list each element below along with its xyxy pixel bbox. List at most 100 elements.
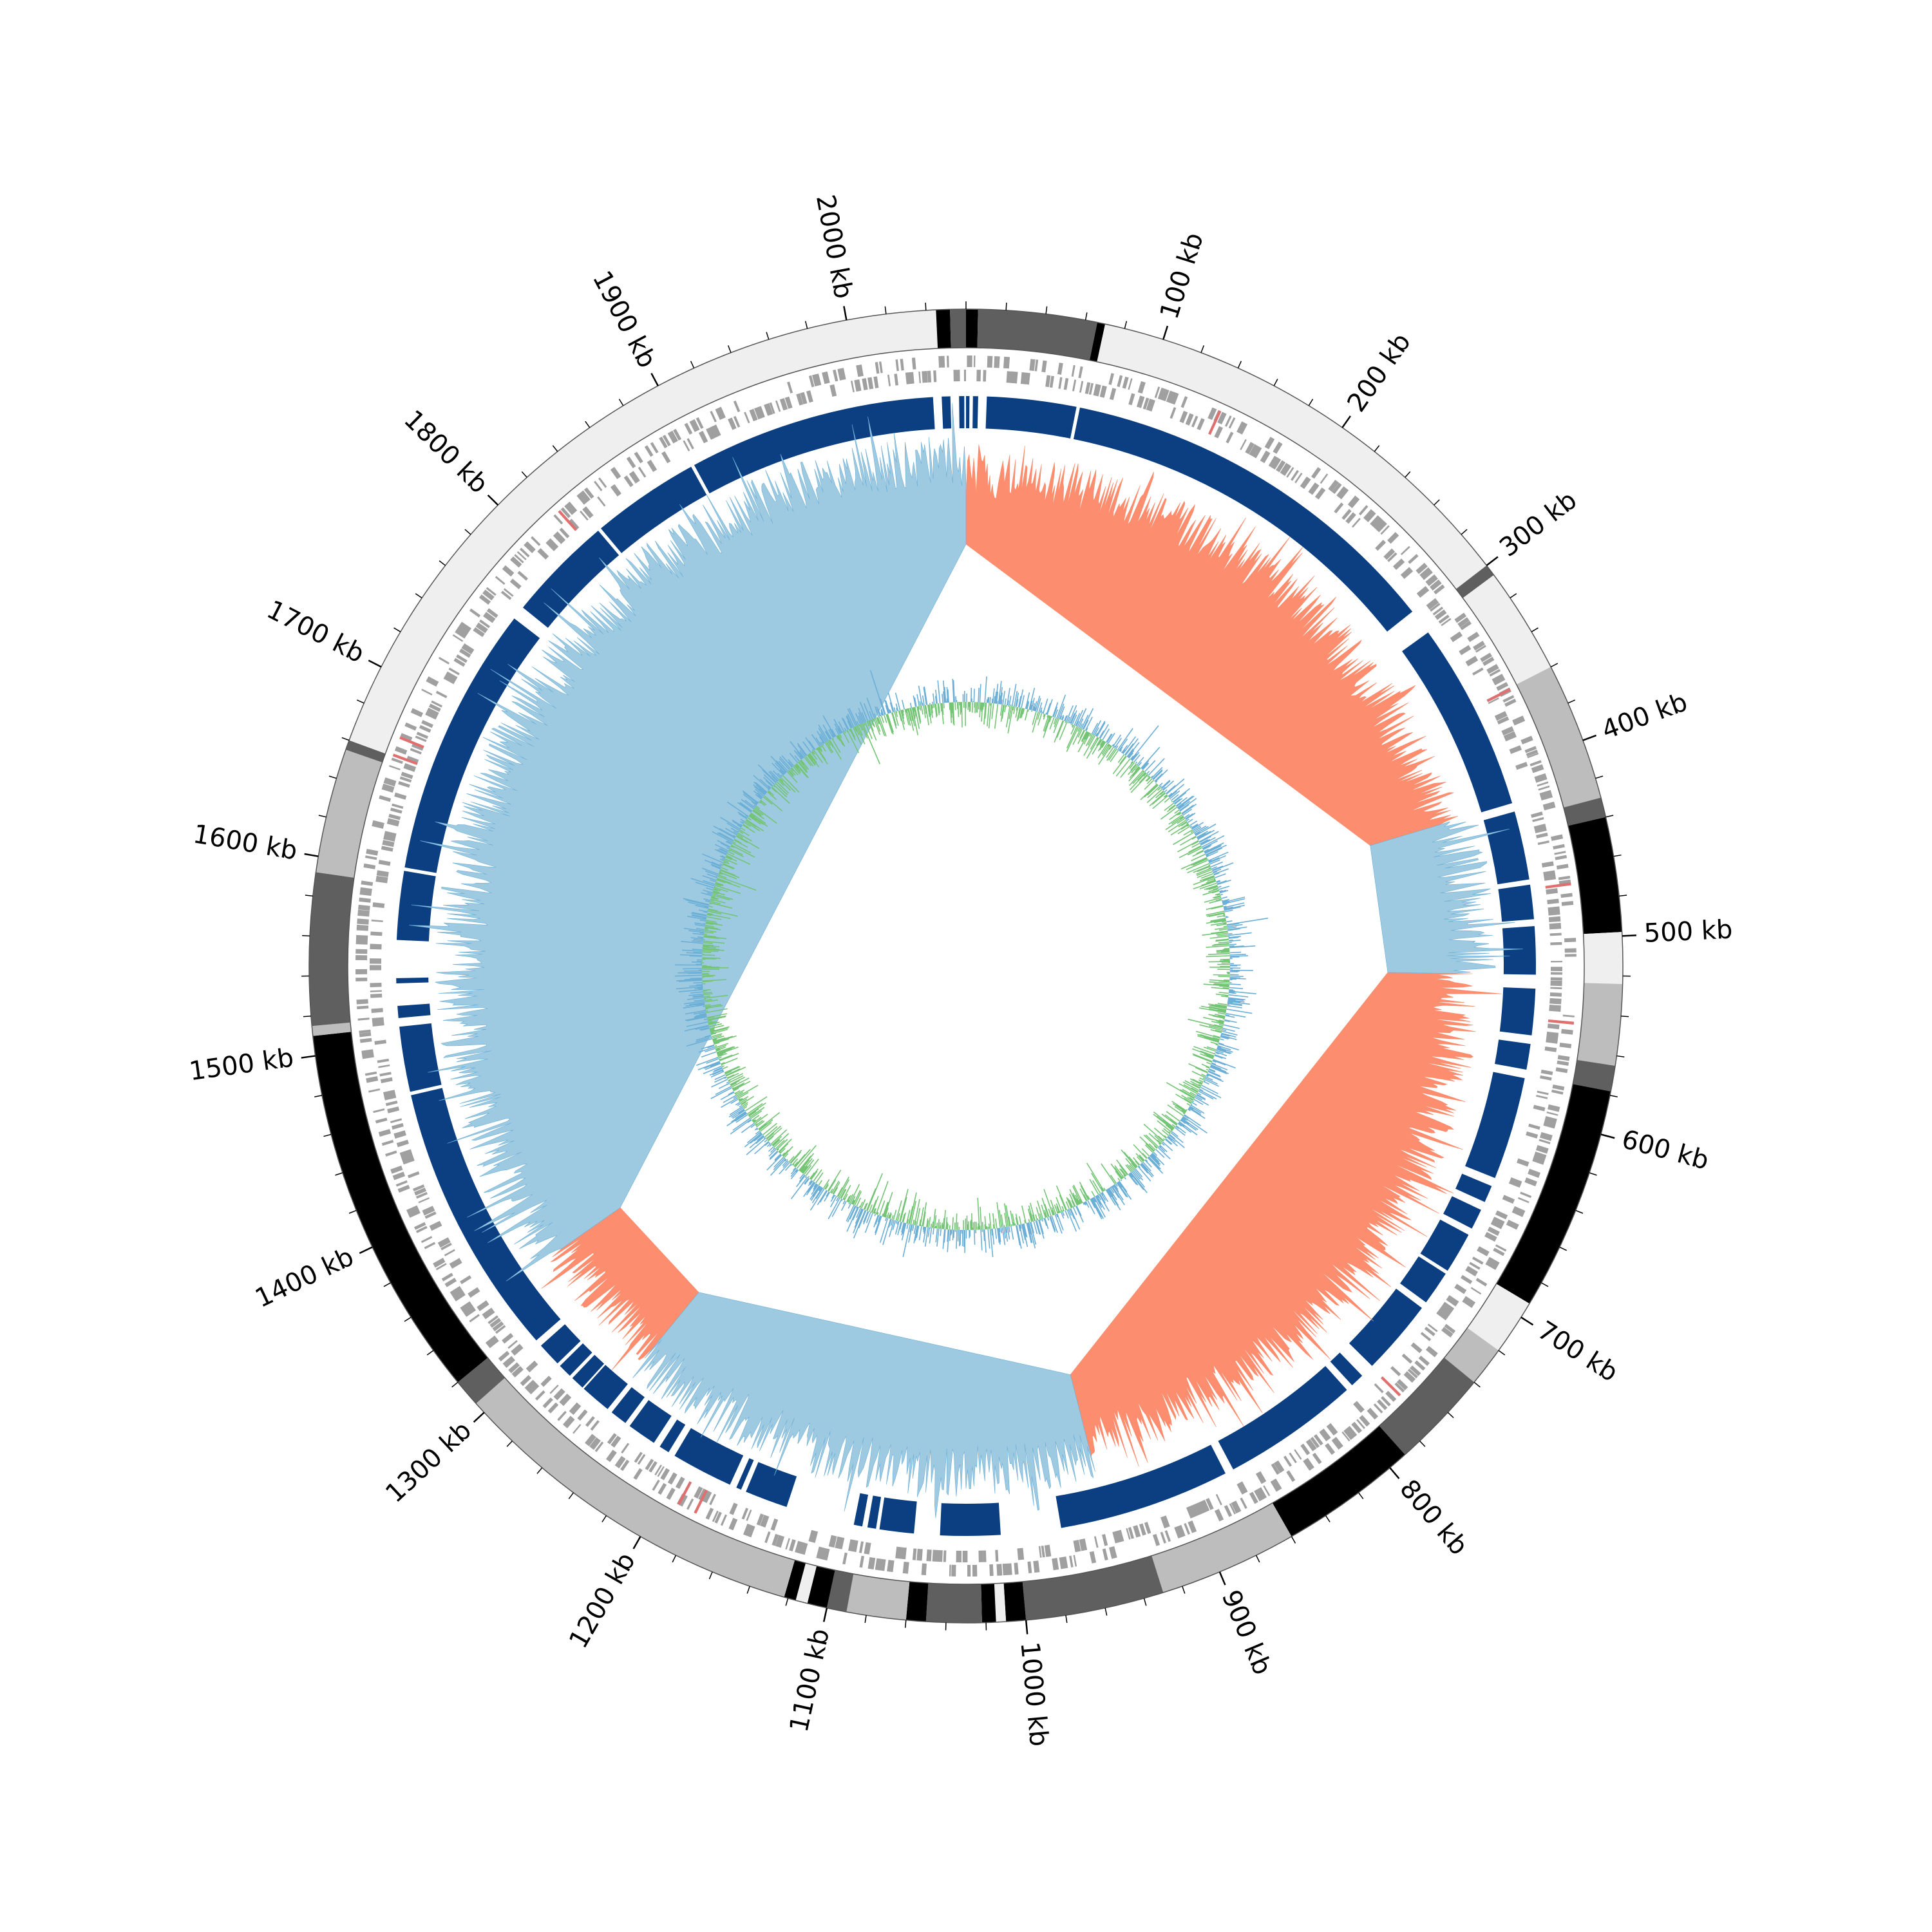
ideogram-band xyxy=(981,1584,996,1623)
contig-block xyxy=(1218,1366,1347,1470)
minor-tick xyxy=(1605,815,1614,818)
contig-block xyxy=(736,1458,754,1490)
major-tick xyxy=(1389,1467,1400,1479)
minor-tick xyxy=(1613,854,1622,857)
minor-tick xyxy=(1255,1555,1260,1563)
contig-block xyxy=(942,396,952,429)
tick-label: 1000 kb xyxy=(1014,1640,1054,1748)
minor-tick xyxy=(568,1492,574,1499)
contig-block xyxy=(397,1003,431,1018)
ideogram-band xyxy=(1583,932,1624,984)
ideogram-band xyxy=(1577,983,1623,1066)
minor-tick xyxy=(328,775,337,779)
contig-block xyxy=(522,530,620,628)
tick-label: 1500 kb xyxy=(187,1043,296,1086)
tick-label: 1800 kb xyxy=(398,404,493,499)
minor-tick xyxy=(1575,1209,1584,1214)
tick-label: 2000 kb xyxy=(810,193,858,301)
ideogram-band xyxy=(807,1566,835,1608)
minor-tick xyxy=(1589,1172,1597,1176)
minor-tick xyxy=(804,321,808,329)
ideogram-band xyxy=(925,1583,982,1624)
contig-block xyxy=(404,618,540,873)
minor-tick xyxy=(314,1095,323,1097)
minor-tick xyxy=(393,627,401,632)
contig-block xyxy=(966,396,970,429)
contig-block xyxy=(694,397,935,494)
major-tick xyxy=(1486,556,1499,567)
tick-label: 600 kb xyxy=(1618,1124,1712,1176)
minor-tick xyxy=(1461,529,1468,535)
tick-label: 400 kb xyxy=(1598,687,1691,745)
minor-tick xyxy=(1084,312,1088,321)
minor-tick xyxy=(506,1441,513,1447)
ideogram-band xyxy=(1567,817,1622,934)
ideogram-band xyxy=(1455,565,1494,598)
ideogram-band xyxy=(994,1583,1007,1622)
minor-tick xyxy=(1182,1586,1186,1594)
tick-label: 300 kb xyxy=(1494,486,1582,563)
major-tick xyxy=(1582,734,1596,741)
contig-block xyxy=(1495,1039,1531,1070)
minor-tick xyxy=(335,1172,343,1176)
tick-label: 1600 kb xyxy=(191,819,299,866)
minor-tick xyxy=(1200,345,1205,353)
minor-tick xyxy=(1616,1055,1625,1057)
tick-label: 1400 kb xyxy=(251,1242,358,1314)
gc-content-below xyxy=(701,701,1231,1231)
contig-block xyxy=(1443,1196,1481,1229)
contig-block xyxy=(1330,1352,1363,1386)
ideogram-band xyxy=(1463,574,1551,685)
ideogram-band xyxy=(345,740,386,762)
minor-tick xyxy=(618,399,624,406)
tick-label: 800 kb xyxy=(1394,1474,1473,1561)
minor-tick xyxy=(708,1571,713,1580)
major-tick xyxy=(473,1412,485,1423)
contig-block xyxy=(867,1495,882,1529)
minor-tick xyxy=(727,345,732,353)
contig-block xyxy=(1498,884,1534,922)
contig-block xyxy=(1056,1444,1226,1528)
gc-skew-positive xyxy=(541,444,1502,1467)
ideogram-band xyxy=(1379,1358,1475,1455)
contig-block xyxy=(879,1497,917,1534)
minor-tick xyxy=(356,699,365,704)
ideogram-band xyxy=(936,309,951,348)
minor-tick xyxy=(766,332,770,340)
gc-skew-track xyxy=(409,403,1524,1519)
ideogram-band xyxy=(950,309,966,348)
tick-label: 1900 kb xyxy=(587,266,662,373)
minor-tick xyxy=(1405,471,1411,478)
ideogram-band xyxy=(312,1032,488,1383)
minor-tick xyxy=(318,815,327,818)
ideogram-band xyxy=(846,1573,910,1620)
tick-label: 100 kb xyxy=(1155,229,1209,323)
minor-tick xyxy=(1559,1246,1567,1251)
minor-tick xyxy=(1104,1607,1108,1616)
contig-block xyxy=(399,1023,442,1092)
tick-label: 1700 kb xyxy=(262,595,369,669)
major-tick xyxy=(632,1536,641,1549)
ideogram-band xyxy=(1573,1059,1616,1092)
minor-tick xyxy=(1358,1492,1364,1499)
contig-block xyxy=(611,1387,645,1423)
major-tick xyxy=(1600,1133,1615,1139)
major-tick xyxy=(1341,415,1351,428)
tick-label: 1300 kb xyxy=(380,1416,477,1509)
minor-tick xyxy=(672,1555,677,1563)
ideogram-band xyxy=(784,1560,806,1601)
ideogram-band xyxy=(795,1563,817,1604)
ideogram-band xyxy=(1516,667,1601,808)
minor-tick xyxy=(1510,593,1517,599)
minor-tick xyxy=(323,1133,332,1137)
ideogram-band xyxy=(1022,1555,1164,1620)
tick-label: 200 kb xyxy=(1341,328,1417,417)
ideogram-band xyxy=(1089,322,1106,362)
major-tick xyxy=(359,1246,373,1255)
contig-block xyxy=(1483,811,1530,885)
ideogram-band xyxy=(309,872,354,1027)
ideogram-band xyxy=(457,1358,505,1404)
minor-tick xyxy=(1447,1412,1454,1418)
minor-tick xyxy=(1531,627,1539,632)
ideogram-band xyxy=(1272,1426,1405,1537)
